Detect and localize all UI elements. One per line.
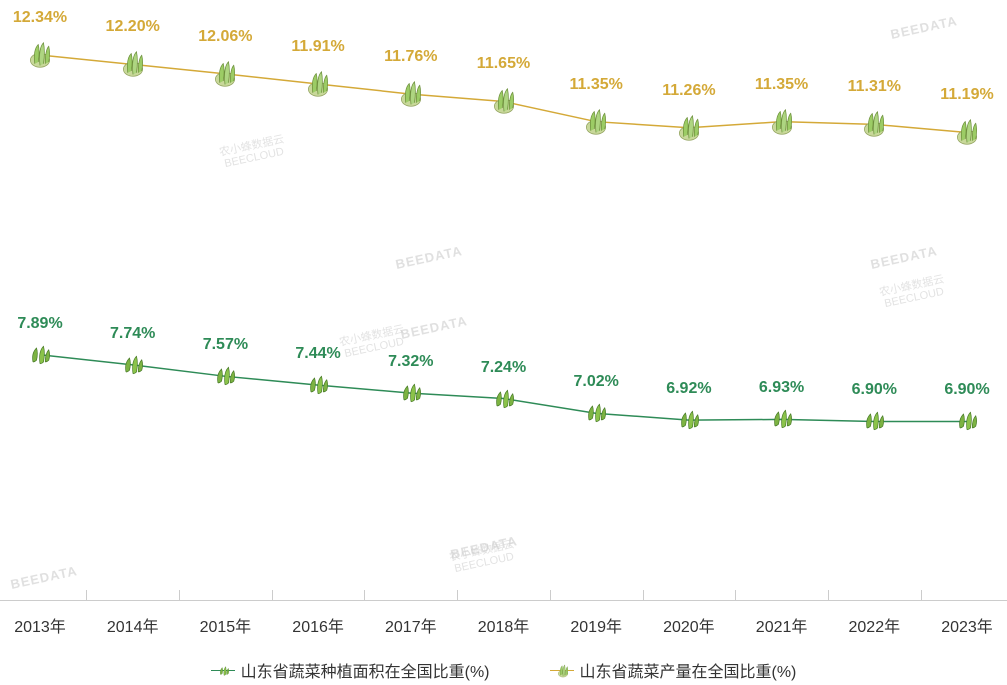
cabbage-icon [26,41,54,69]
data-label: 11.91% [291,38,344,56]
cabbage-icon [953,118,981,146]
legend-item: 山东省蔬菜产量在全国比重(%) [550,658,797,682]
data-label: 11.76% [384,48,437,66]
x-axis-label: 2018年 [478,613,530,637]
data-label: 12.20% [106,18,160,36]
x-grid-line [643,590,644,600]
legend-label: 山东省蔬菜产量在全国比重(%) [580,658,797,682]
x-grid-line [735,590,736,600]
data-label: 7.02% [574,373,619,391]
data-label: 7.74% [110,325,155,343]
leaf-green-icon [397,379,425,407]
leaf-green-icon [490,385,518,413]
data-label: 6.93% [759,379,804,397]
x-grid-line [457,590,458,600]
x-grid-line [550,590,551,600]
cabbage-icon [768,108,796,136]
plot-area: 7.89% 7.74% 7.57% 7.44% [0,0,1007,600]
x-axis-label: 2020年 [663,613,715,637]
x-grid-line [364,590,365,600]
x-axis-label: 2023年 [941,613,993,637]
x-axis-label: 2017年 [385,613,437,637]
x-axis-label: 2019年 [570,613,622,637]
data-label: 11.26% [662,82,715,100]
x-axis: 2013年 2014年 2015年 2016年 2017年 2018年 2019年 2020年… [0,600,1007,644]
x-grid-line [86,590,87,600]
data-label: 11.35% [755,76,808,94]
legend-line-icon [550,670,574,671]
leaf-green-icon [768,405,796,433]
x-axis-label: 2022年 [848,613,900,637]
leaf-green-icon [304,371,332,399]
cabbage-icon [556,664,568,676]
cabbage-icon [860,110,888,138]
cabbage-icon [119,50,147,78]
x-grid-line [179,590,180,600]
x-grid-line [921,590,922,600]
data-label: 11.65% [477,55,530,73]
chart-container: 7.89% 7.74% 7.57% 7.44% [0,0,1007,685]
data-label: 7.44% [295,345,340,363]
data-label: 7.32% [388,353,433,371]
cabbage-icon [490,87,518,115]
x-grid-line [272,590,273,600]
data-label: 7.24% [481,359,526,377]
data-label: 6.90% [944,381,989,399]
cabbage-icon [211,60,239,88]
data-label: 7.89% [17,315,62,333]
leaf-green-icon [217,664,229,676]
data-label: 12.06% [198,28,252,46]
x-axis-label: 2015年 [200,613,252,637]
leaf-green-icon [860,407,888,435]
legend-line-icon [211,670,235,671]
data-label: 6.90% [852,381,897,399]
cabbage-icon [675,114,703,142]
legend: 山东省蔬菜种植面积在全国比重(%) 山东省蔬菜产量在全国比重(%) [0,655,1007,685]
x-axis-label: 2013年 [14,613,66,637]
x-axis-label: 2021年 [756,613,808,637]
cabbage-icon [304,70,332,98]
legend-label: 山东省蔬菜种植面积在全国比重(%) [241,658,490,682]
data-label: 11.35% [569,76,622,94]
leaf-green-icon [953,407,981,435]
x-axis-label: 2016年 [292,613,344,637]
legend-item: 山东省蔬菜种植面积在全国比重(%) [211,658,490,682]
data-label: 12.34% [13,9,67,27]
cabbage-icon [582,108,610,136]
data-label: 6.92% [666,380,711,398]
data-label: 11.19% [940,86,993,104]
leaf-green-icon [675,406,703,434]
data-label: 11.31% [848,78,901,96]
cabbage-icon [397,80,425,108]
leaf-green-icon [119,351,147,379]
leaf-green-icon [211,362,239,390]
leaf-green-icon [26,341,54,369]
leaf-green-icon [582,399,610,427]
data-label: 7.57% [203,336,248,354]
x-grid-line [828,590,829,600]
x-axis-label: 2014年 [107,613,159,637]
